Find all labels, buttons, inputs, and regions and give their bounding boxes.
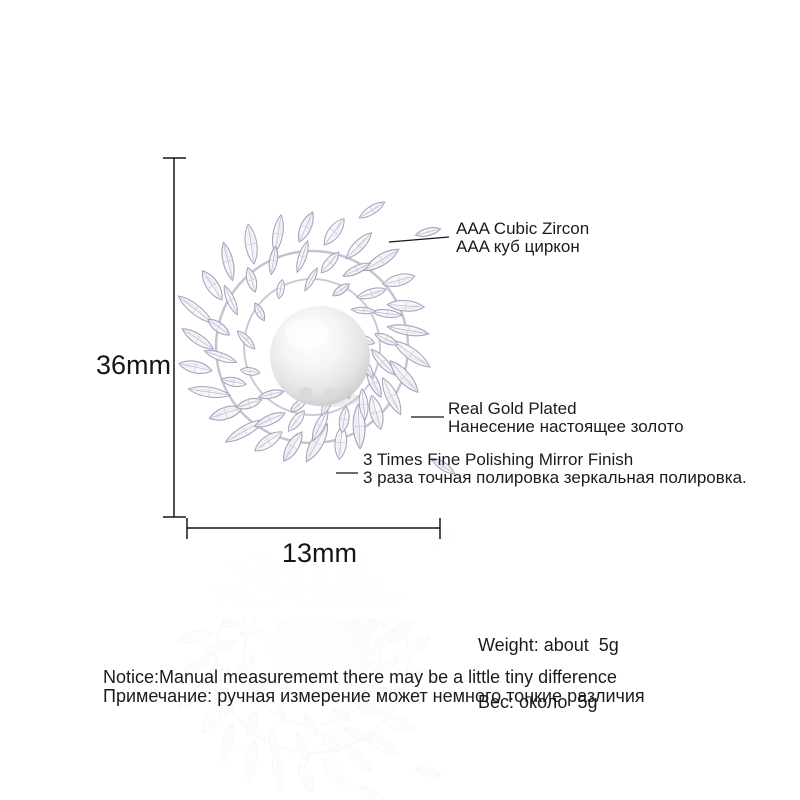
zircon-leaf: [287, 410, 305, 432]
zircon-leaf: [254, 431, 283, 452]
zircon-leaf: [368, 394, 384, 431]
zircon-leaf: [370, 348, 395, 376]
zircon-leaf: [221, 241, 235, 282]
callout-zircon: AAA Cubic Zircon AAA куб циркон: [456, 220, 589, 255]
zircon-leaf: [187, 386, 231, 398]
zircon-leaf: [220, 376, 247, 388]
zircon-leaf: [257, 389, 285, 400]
zircon-leaf: [382, 273, 416, 287]
callout-notice-en: Notice:Manual measurememt there may be a…: [103, 667, 617, 687]
callout-polishing: 3 Times Fine Polishing Mirror Finish 3 р…: [363, 451, 747, 486]
zircon-leaf: [244, 223, 258, 265]
callout-weight: Weight: about 5g Вес: около 5g: [478, 598, 619, 750]
zircon-leaf: [381, 376, 402, 416]
pearl: [270, 306, 370, 406]
zircon-leaf: [181, 328, 215, 350]
zircon-leaf: [268, 245, 279, 276]
zircon-leaf: [254, 302, 266, 322]
zircon-leaf: [374, 332, 399, 346]
zircon-leaf: [245, 266, 258, 293]
zircon-leaf: [332, 283, 350, 297]
zircon-leaf: [430, 457, 456, 475]
zircon-leaf: [345, 232, 373, 260]
zircon-leaf: [236, 330, 256, 350]
zircon-leaf: [358, 201, 386, 219]
zircon-leaf: [386, 324, 430, 337]
zircon-leaf: [338, 405, 350, 434]
zircon-leaf: [386, 299, 426, 312]
reflection-fade: [140, 498, 480, 618]
callout-weight-en: Weight: about 5g: [478, 635, 619, 655]
zircon-leaf: [392, 340, 431, 368]
zircon-leaf: [350, 306, 377, 315]
callout-zircon-en: AAA Cubic Zircon: [456, 219, 590, 238]
zircon-leaf: [178, 360, 213, 374]
leader-lines: [336, 236, 450, 474]
zircon-leaf: [276, 278, 285, 300]
zircon-leaf: [334, 424, 348, 461]
zircon-leaf: [224, 419, 266, 443]
callout-polishing-en: 3 Times Fine Polishing Mirror Finish: [363, 450, 634, 469]
zircon-leaf: [363, 248, 400, 272]
zircon-leaf: [304, 267, 318, 292]
zircon-leaf: [223, 284, 238, 316]
callout-plating-en: Real Gold Plated: [448, 399, 577, 418]
callout-plating-ru: Нанесение настоящее золото: [448, 416, 684, 436]
zircon-leaf: [296, 239, 309, 274]
zircon-leaf: [235, 397, 263, 410]
callout-weight-ru: Вес: около 5g: [478, 692, 598, 712]
zircon-leaf: [201, 270, 223, 301]
height-dimension-label: 36mm: [96, 350, 172, 380]
zircon-leaf: [283, 431, 303, 463]
callout-notice: Notice:Manual measurememt there may be a…: [103, 668, 645, 705]
zircon-leaf: [203, 350, 238, 364]
zircon-leaf: [298, 211, 314, 243]
wreath-brooch: [177, 201, 456, 475]
zircon-leaf: [358, 387, 369, 421]
callout-notice-ru: Примечание: ручная измерение может немно…: [103, 685, 645, 706]
zircon-leaf: [177, 295, 214, 324]
zircon-leaf: [342, 262, 372, 277]
zircon-leaf: [320, 251, 340, 274]
zircon-leaf: [272, 213, 284, 254]
zircon-leaf: [312, 409, 329, 442]
zircon-leaf: [207, 318, 231, 336]
zircon-leaf: [371, 308, 403, 319]
width-dimension-label: 13mm: [282, 538, 358, 568]
zircon-leaf: [323, 217, 345, 246]
zircon-leaf: [239, 367, 261, 376]
leader-line-zircon: [388, 236, 450, 243]
measurement-lines: [163, 157, 441, 539]
callout-plating: Real Gold Plated Нанесение настоящее зол…: [448, 400, 684, 435]
zircon-leaf: [208, 405, 244, 421]
zircon-leaf: [389, 360, 419, 394]
callout-zircon-ru: AAA куб циркон: [456, 236, 580, 256]
zircon-leaf: [254, 412, 286, 428]
zircon-leaf: [356, 287, 388, 300]
zircon-leaf: [414, 227, 442, 237]
callout-polishing-ru: 3 раза точная полировка зеркальная полир…: [363, 467, 747, 487]
